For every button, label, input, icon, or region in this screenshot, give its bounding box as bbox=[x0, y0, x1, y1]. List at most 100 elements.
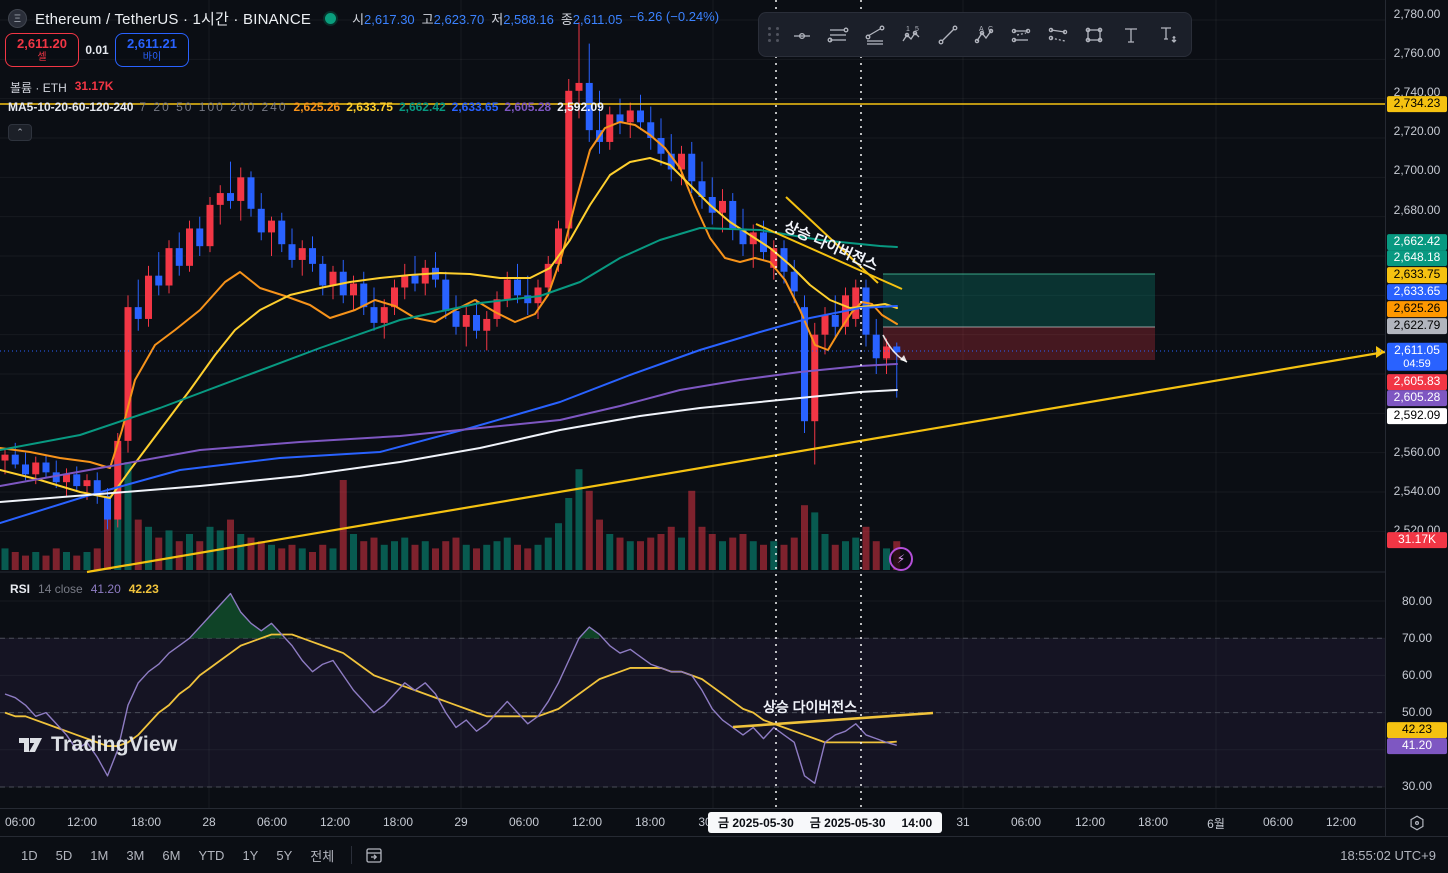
long-position-loss-zone bbox=[883, 327, 1155, 360]
range-all-button[interactable]: 전체 bbox=[310, 848, 335, 864]
price-axis-badge: 2,605.83 bbox=[1387, 374, 1447, 390]
volume-bar bbox=[411, 544, 419, 570]
candle-body bbox=[688, 153, 696, 182]
chart-area[interactable]: 상승 다이버전스 상승 다이버전스 Ξ Ethereum / TetherUS ·… bbox=[0, 0, 1385, 808]
candle-body bbox=[503, 279, 511, 300]
volume-bar bbox=[821, 534, 829, 570]
candle-body bbox=[708, 197, 716, 213]
axis-settings-icon[interactable] bbox=[1406, 812, 1428, 834]
rsi-divergence-text: 상승 다이버전스 bbox=[763, 699, 857, 715]
sell-button[interactable]: 2,611.20 셀 bbox=[5, 33, 79, 67]
candle-body bbox=[32, 462, 40, 475]
long-position-profit-zone bbox=[883, 274, 1155, 327]
symbol-title[interactable]: Ethereum / TetherUS · 1시간 · BINANCE bbox=[35, 11, 312, 28]
time-scale-label: 12:00 bbox=[66, 815, 98, 829]
toolbar-drag-handle-icon[interactable] bbox=[765, 22, 782, 48]
range-1m-button[interactable]: 1M bbox=[90, 847, 109, 863]
range-1y-button[interactable]: 1Y bbox=[242, 847, 259, 863]
volume-bar bbox=[852, 537, 860, 570]
horizontal-line-icon[interactable] bbox=[784, 17, 819, 53]
rectangle-icon[interactable] bbox=[1077, 17, 1112, 53]
buy-label: 바이 bbox=[142, 51, 162, 63]
range-3m-button[interactable]: 3M bbox=[126, 847, 145, 863]
volume-bar bbox=[401, 537, 409, 570]
candle-body bbox=[206, 204, 214, 247]
candle-body bbox=[729, 200, 737, 229]
collapse-legend-button[interactable]: ⌃ bbox=[8, 124, 32, 141]
candle-body bbox=[145, 275, 152, 319]
volume-bar bbox=[626, 541, 634, 570]
time-axis[interactable]: 금 2025-05-30 금 2025-05-30 14:00 06:00 12:… bbox=[0, 808, 1385, 836]
time-scale-label: 28 bbox=[202, 815, 216, 829]
rsi-name: RSI bbox=[10, 582, 31, 596]
ma-legend[interactable]: MA5-10-20-60-120-240 7 20 50 100 200 240… bbox=[8, 100, 604, 114]
tradingview-logo[interactable]: TradingView bbox=[18, 733, 178, 757]
volume-bar bbox=[719, 541, 726, 570]
range-5d-button[interactable]: 5D bbox=[55, 847, 73, 863]
volume-bar bbox=[206, 526, 214, 570]
quick-trade-lightning-icon[interactable]: ⚡ bbox=[889, 547, 913, 571]
text-icon[interactable] bbox=[1114, 17, 1149, 53]
candle-body bbox=[73, 474, 81, 487]
range-6m-button[interactable]: 6M bbox=[162, 847, 181, 863]
range-1d-button[interactable]: 1D bbox=[21, 847, 38, 863]
volume-bar bbox=[442, 541, 450, 570]
price-scale-label: 2,560.00 bbox=[1393, 445, 1441, 459]
candle-body bbox=[196, 228, 204, 247]
parallel-channel-icon[interactable] bbox=[1004, 17, 1039, 53]
market-status-icon[interactable] bbox=[325, 13, 337, 24]
extended-lines-icon[interactable] bbox=[858, 17, 893, 53]
price-divergence-line bbox=[755, 223, 903, 290]
candle-body bbox=[544, 263, 552, 288]
volume-bar bbox=[698, 526, 706, 570]
price-axis[interactable]: 2,780.00 2,760.00 2,740.00 2,720.00 2,700.00… bbox=[1385, 0, 1448, 808]
candle-body bbox=[452, 311, 460, 327]
candle-body bbox=[760, 232, 767, 253]
candle-body bbox=[329, 271, 337, 286]
volume-bar bbox=[360, 541, 368, 570]
rsi-legend[interactable]: RSI 14 close 41.20 42.23 bbox=[10, 582, 159, 596]
rsi-params: 14 close bbox=[38, 582, 83, 596]
volume-bar bbox=[780, 544, 788, 570]
go-to-date-icon[interactable] bbox=[360, 843, 388, 867]
volume-bar bbox=[196, 541, 204, 570]
price-axis-badge: 2,625.26 bbox=[1387, 301, 1447, 317]
volume-bar bbox=[534, 544, 542, 570]
time-scale-label: 18:00 bbox=[382, 815, 414, 829]
volume-bar bbox=[801, 505, 808, 570]
trend-line-icon[interactable] bbox=[931, 17, 966, 53]
time-scale-label: 06:00 bbox=[508, 815, 540, 829]
price-axis-badge: 2,622.79 bbox=[1387, 318, 1447, 334]
volume-bar bbox=[329, 548, 337, 570]
session-clock[interactable]: 18:55:02 UTC+9 bbox=[1340, 847, 1436, 863]
volume-bar bbox=[155, 537, 163, 570]
candle-body bbox=[698, 181, 706, 198]
rsi-overbought-fill bbox=[579, 627, 600, 639]
price-axis-badge: 2,611.05 04:59 bbox=[1387, 342, 1447, 372]
buy-button[interactable]: 2,611.21 바이 bbox=[115, 33, 189, 67]
high-value: 2,623.70 bbox=[433, 12, 485, 27]
horizontal-rays-icon[interactable] bbox=[821, 17, 856, 53]
range-ytd-button[interactable]: YTD bbox=[198, 847, 225, 863]
volume-bar bbox=[124, 462, 132, 570]
volume-bar bbox=[52, 548, 60, 570]
rsi-ma-line bbox=[4, 633, 897, 747]
volume-bar bbox=[370, 537, 378, 570]
range-5y-button[interactable]: 5Y bbox=[276, 847, 293, 863]
candle-body bbox=[872, 334, 880, 359]
price-scale-label: 2,540.00 bbox=[1393, 484, 1441, 498]
ma-100-line bbox=[0, 305, 898, 524]
ohlc-values: 시2,617.30 고2,623.70 저2,588.16 종2,611.05 … bbox=[352, 9, 719, 28]
volume-legend[interactable]: 볼륨 · ETH 31.17K bbox=[10, 79, 113, 96]
volume-bar bbox=[524, 548, 532, 570]
anchored-text-icon[interactable] bbox=[1150, 17, 1185, 53]
volume-bar bbox=[657, 534, 665, 570]
low-label: 저 bbox=[491, 12, 504, 27]
disjoint-channel-icon[interactable] bbox=[1041, 17, 1076, 53]
candle-body bbox=[42, 462, 50, 473]
price-scale-label: 2,680.00 bbox=[1393, 203, 1441, 217]
candle-body bbox=[411, 275, 419, 284]
